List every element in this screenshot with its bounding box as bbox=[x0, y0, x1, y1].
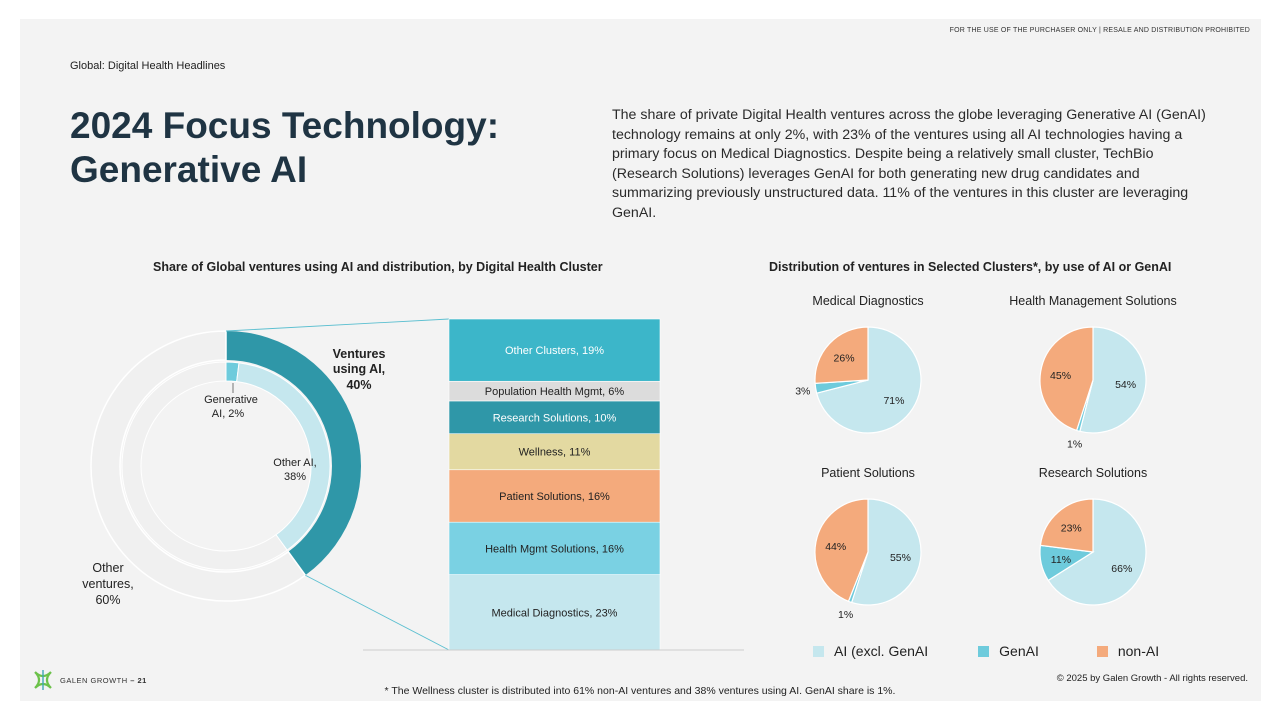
pie-slice-health-management-solutions-non-ai bbox=[1039, 326, 1094, 432]
pie-label-patient-solutions-ai-excl-genai: 55% bbox=[890, 552, 911, 564]
pie-slice-medical-diagnostics-non-ai bbox=[814, 326, 869, 384]
pie-health-management-solutions: Health Management Solutions 54% 1% 45% bbox=[1009, 294, 1176, 450]
pie-legend: AI (excl. GenAI GenAI non-AI bbox=[813, 643, 1159, 659]
cluster-pies-chart: Medical Diagnostics 71% 3% 26% Health Manage… bbox=[795, 294, 1177, 621]
pie-medical-diagnostics: Medical Diagnostics 71% 3% 26% bbox=[795, 294, 924, 434]
connector-lines bbox=[225, 318, 450, 651]
bar-segment-health-mgmt-solutions-16 bbox=[448, 521, 661, 575]
label-other-ventures: Other ventures, 60% bbox=[82, 561, 133, 607]
inner-ring bbox=[121, 361, 331, 571]
breadcrumb: Global: Digital Health Headlines bbox=[70, 60, 226, 72]
footer-page-sep: – bbox=[127, 675, 138, 685]
galen-growth-logo-icon bbox=[34, 670, 52, 690]
pie-title-medical-diagnostics: Medical Diagnostics bbox=[812, 294, 923, 308]
bar-segment-research-solutions-10 bbox=[448, 400, 661, 435]
legend-swatch-ai bbox=[813, 645, 824, 657]
legend-label-non-ai: non-AI bbox=[1117, 643, 1160, 659]
legend-swatch-non-ai bbox=[1096, 645, 1108, 657]
cluster-stacked-bar: Medical Diagnostics, 23% Health Mgmt Solu… bbox=[448, 318, 661, 651]
bar-label-patient-solutions-16: Patient Solutions, 16% bbox=[499, 491, 610, 503]
intro-paragraph: The share of private Digital Health vent… bbox=[612, 107, 1206, 221]
bar-segment-medical-diagnostics-23 bbox=[448, 574, 661, 651]
bar-label-health-mgmt-solutions-16: Health Mgmt Solutions, 16% bbox=[485, 543, 624, 555]
pie-title-research-solutions: Research Solutions bbox=[1039, 466, 1147, 480]
pie-label-patient-solutions-non-ai: 44% bbox=[825, 541, 846, 553]
copyright: © 2025 by Galen Growth - All rights rese… bbox=[1056, 673, 1248, 684]
outer-ring bbox=[90, 330, 361, 602]
pie-label-medical-diagnostics-genai: 3% bbox=[795, 385, 810, 397]
ai-share-chart: Medical Diagnostics, 23% Health Mgmt Solu… bbox=[82, 318, 744, 651]
disclaimer: FOR THE USE OF THE PURCHASER ONLY | RESA… bbox=[949, 27, 1250, 34]
footer-page-number: 21 bbox=[137, 675, 147, 685]
right-chart-title: Distribution of ventures in Selected Clu… bbox=[769, 260, 1172, 274]
pie-label-health-management-solutions-genai: 1% bbox=[1067, 438, 1082, 450]
legend-swatch-genai bbox=[978, 645, 990, 657]
pie-title-health-management-solutions: Health Management Solutions bbox=[1009, 294, 1176, 308]
bar-label-population-health-mgmt-6: Population Health Mgmt, 6% bbox=[485, 386, 625, 398]
page-title: 2024 Focus Technology: Generative AI bbox=[70, 104, 550, 192]
pie-label-research-solutions-non-ai: 23% bbox=[1061, 522, 1082, 534]
inner-ring-segment-remainder bbox=[121, 361, 288, 571]
pie-label-medical-diagnostics-non-ai: 26% bbox=[834, 353, 855, 365]
bar-segment-other-clusters-19 bbox=[448, 318, 661, 382]
bar-segment-wellness-11 bbox=[448, 433, 661, 471]
pie-label-health-management-solutions-ai-excl-genai: 54% bbox=[1115, 379, 1136, 391]
connector-top bbox=[225, 318, 450, 332]
outer-ring-segment-ventures-using-ai-40 bbox=[226, 331, 361, 576]
legend-genai: GenAI bbox=[978, 643, 1039, 659]
label-generative-ai: Generative AI, 2% bbox=[204, 394, 258, 420]
legend-label-ai: AI (excl. GenAI bbox=[834, 643, 929, 659]
legend-non-ai: non-AI bbox=[1096, 643, 1160, 659]
bar-label-other-clusters-19: Other Clusters, 19% bbox=[505, 345, 604, 357]
footer-brand: GALEN GROWTH bbox=[60, 675, 128, 685]
title-line-2: Generative AI bbox=[70, 149, 308, 190]
pie-label-research-solutions-ai-excl-genai: 66% bbox=[1111, 563, 1132, 575]
pie-label-health-management-solutions-non-ai: 45% bbox=[1050, 370, 1071, 382]
legend-label-genai: GenAI bbox=[999, 643, 1039, 659]
connector-bottom bbox=[305, 574, 450, 651]
pie-title-patient-solutions: Patient Solutions bbox=[821, 466, 915, 480]
pie-slice-health-management-solutions-ai-excl-genai bbox=[1079, 326, 1147, 434]
pie-research-solutions: Research Solutions 66% 11% 23% bbox=[1039, 466, 1147, 606]
label-ventures-using-ai: Ventures using AI, 40% bbox=[333, 347, 386, 392]
footnote: * The Wellness cluster is distributed in… bbox=[384, 685, 896, 697]
bar-label-wellness-11: Wellness, 11% bbox=[519, 447, 591, 459]
bar-label-research-solutions-10: Research Solutions, 10% bbox=[493, 412, 617, 424]
left-chart-title: Share of Global ventures using AI and di… bbox=[153, 260, 603, 274]
pie-label-medical-diagnostics-ai-excl-genai: 71% bbox=[883, 395, 904, 407]
pie-slice-research-solutions-ai-excl-genai bbox=[1047, 498, 1147, 606]
pie-slice-patient-solutions-non-ai bbox=[814, 498, 869, 603]
pie-label-research-solutions-genai: 11% bbox=[1051, 554, 1071, 566]
bar-label-medical-diagnostics-23: Medical Diagnostics, 23% bbox=[492, 607, 618, 619]
pie-patient-solutions: Patient Solutions 55% 1% 44% bbox=[814, 466, 922, 621]
label-other-ai: Other AI, 38% bbox=[273, 457, 316, 483]
pie-slice-research-solutions-non-ai bbox=[1039, 498, 1094, 553]
galen-growth-logo: GALEN GROWTH – 21 bbox=[32, 669, 147, 691]
title-line-1: 2024 Focus Technology: bbox=[70, 105, 500, 146]
bar-segment-patient-solutions-16 bbox=[448, 469, 661, 523]
legend-ai-excl-genai: AI (excl. GenAI bbox=[813, 643, 928, 659]
pie-label-patient-solutions-genai: 1% bbox=[838, 609, 853, 621]
pie-slice-medical-diagnostics-ai-excl-genai bbox=[815, 326, 922, 434]
pie-slice-patient-solutions-ai-excl-genai bbox=[850, 498, 922, 606]
outer-ring-segment-other-ventures-60 bbox=[90, 330, 307, 602]
